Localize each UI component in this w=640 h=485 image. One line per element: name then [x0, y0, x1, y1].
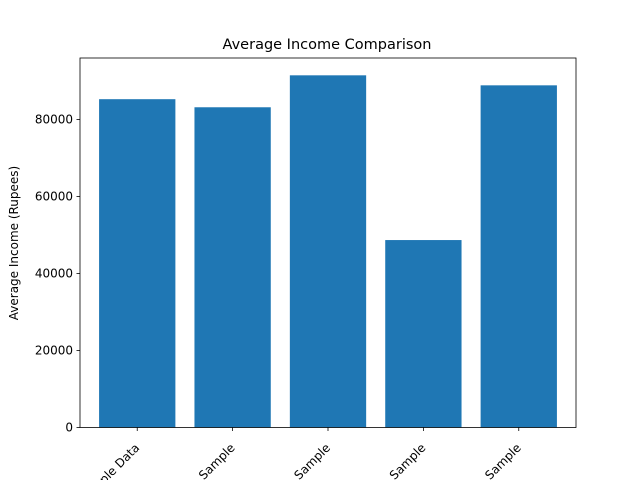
y-tick-label-4: 80000	[35, 113, 73, 127]
bar-1	[194, 107, 271, 428]
plot-area-frame	[79, 57, 577, 428]
bar-4	[480, 85, 557, 428]
bars	[99, 75, 557, 428]
bar-0	[99, 99, 176, 428]
y-tick-label-2: 40000	[35, 267, 73, 281]
y-axis-ticks: 0 20000 40000 60000 80000	[35, 113, 80, 435]
chart-title: Average Income Comparison	[223, 37, 432, 53]
bar-3	[385, 240, 462, 428]
bar-2	[289, 75, 367, 428]
y-tick-label-1: 20000	[35, 344, 73, 358]
y-axis-label: Average Income (Rupees)	[7, 166, 21, 320]
y-tick-label-0: 0	[65, 421, 73, 435]
y-tick-label-3: 60000	[35, 190, 73, 204]
